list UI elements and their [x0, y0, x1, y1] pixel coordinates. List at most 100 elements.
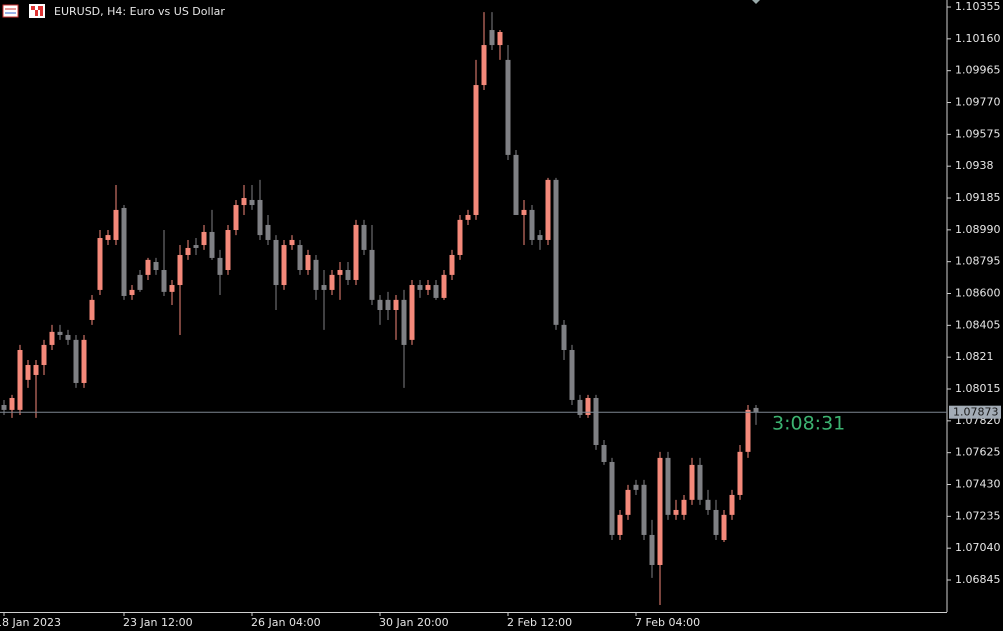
- candle-body: [169, 285, 175, 292]
- candle-body: [585, 397, 591, 415]
- y-tick-label: 1.08015: [955, 382, 1001, 395]
- candle-body: [593, 397, 599, 446]
- candle-body: [1, 405, 7, 410]
- candle-body: [441, 274, 447, 298]
- candle-body: [369, 249, 375, 300]
- candle-body: [697, 464, 703, 500]
- candle-body: [705, 499, 711, 510]
- candle-body: [321, 285, 327, 290]
- candle-body: [33, 365, 39, 375]
- current-price-box: [949, 405, 1001, 419]
- candle-body: [73, 339, 79, 383]
- candle-body: [401, 299, 407, 345]
- candle-body: [465, 214, 471, 220]
- candle-body: [625, 489, 631, 515]
- candle-body: [297, 245, 303, 271]
- y-tick-label: 1.10355: [955, 0, 1001, 13]
- y-tick-label: 1.10160: [955, 32, 1001, 45]
- candle-body: [161, 270, 167, 292]
- y-tick-label: 1.08990: [955, 223, 1001, 236]
- candle-body: [617, 514, 623, 535]
- candle-body: [393, 299, 399, 310]
- candle-body: [41, 344, 47, 366]
- candle-body: [561, 324, 567, 350]
- y-tick-label: 1.09185: [955, 191, 1001, 204]
- chart-title: EURUSD, H4: Euro vs US Dollar: [54, 5, 225, 18]
- y-tick-label: 1.08600: [955, 287, 1001, 300]
- candle-body: [409, 285, 415, 340]
- x-tick-label: 26 Jan 04:00: [251, 616, 321, 629]
- y-tick-label: 1.06845: [955, 573, 1001, 586]
- candle-body: [745, 409, 751, 452]
- candle-body: [217, 257, 223, 275]
- candle-body: [25, 365, 31, 380]
- x-tick-label: 7 Feb 04:00: [635, 616, 700, 629]
- candle-body: [601, 445, 607, 462]
- candle-body: [681, 499, 687, 515]
- y-tick-label: 1.09965: [955, 64, 1001, 77]
- candle-body: [57, 331, 63, 335]
- candle-body: [361, 224, 367, 250]
- candle-body: [209, 231, 215, 258]
- candle-body: [457, 219, 463, 255]
- y-tick-label: 1.09770: [955, 96, 1001, 109]
- candle-body: [145, 259, 151, 275]
- candle-body: [641, 484, 647, 535]
- candle-body: [665, 457, 671, 515]
- candle-body: [385, 299, 391, 310]
- candle-body: [289, 239, 295, 246]
- candle-body: [433, 285, 439, 298]
- candle-body: [313, 259, 319, 290]
- candle-body: [657, 457, 663, 565]
- candle-body: [377, 299, 383, 310]
- candle-body: [689, 464, 695, 500]
- candle-body: [265, 224, 271, 240]
- candle-body: [273, 239, 279, 286]
- candle-body: [417, 285, 423, 290]
- candle-body: [305, 254, 311, 271]
- marker: [752, 0, 760, 4]
- y-tick-label: 1.07430: [955, 478, 1001, 491]
- candle-body: [97, 238, 103, 290]
- x-tick-label: 18 Jan 2023: [0, 616, 61, 629]
- candle-body: [577, 399, 583, 415]
- candle-body: [185, 247, 191, 255]
- candle-body: [425, 285, 431, 290]
- candle-body: [489, 30, 495, 46]
- y-tick-label: 1.09575: [955, 127, 1001, 140]
- candle-body: [737, 451, 743, 495]
- candle-body: [121, 207, 127, 296]
- y-tick-label: 1.0821: [955, 350, 994, 363]
- candle-body: [721, 514, 727, 541]
- candle-body: [553, 179, 559, 325]
- candle-body: [113, 209, 119, 240]
- y-tick-label: 1.07040: [955, 541, 1001, 554]
- candle-body: [249, 199, 255, 206]
- current-price-label: 1.07873: [953, 406, 999, 419]
- candle-body: [81, 339, 87, 383]
- candle-body: [569, 349, 575, 400]
- candle-body: [753, 407, 759, 413]
- candle-body: [65, 334, 71, 340]
- candle-body: [201, 231, 207, 246]
- candle-body: [105, 235, 111, 240]
- candle-body: [337, 270, 343, 275]
- candle-body: [609, 461, 615, 535]
- candle-body: [649, 534, 655, 565]
- y-tick-label: 1.08405: [955, 318, 1001, 331]
- candle-body: [233, 205, 239, 231]
- candle-body: [529, 209, 535, 240]
- candle-body: [345, 270, 351, 280]
- candle-body: [129, 289, 135, 295]
- candle-body: [241, 198, 247, 206]
- candle-body: [513, 154, 519, 215]
- candle-body: [729, 494, 735, 515]
- x-tick-label: 30 Jan 20:00: [379, 616, 449, 629]
- candle-body: [17, 349, 23, 410]
- candle-body: [329, 274, 335, 290]
- candle-body: [9, 397, 15, 410]
- y-tick-label: 1.0938: [955, 159, 994, 172]
